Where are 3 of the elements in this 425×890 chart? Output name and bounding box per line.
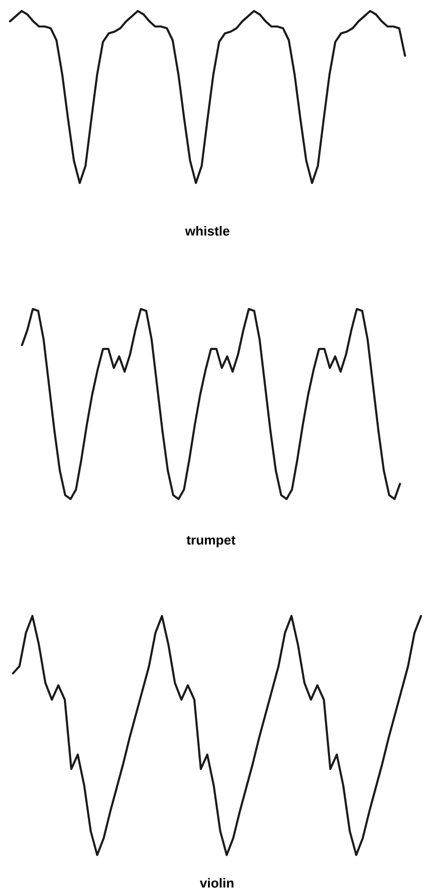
x-axis-title: violin [200, 878, 234, 888]
x-axis-title: trumpet [186, 536, 236, 548]
x-axis-title: whistle [185, 226, 230, 236]
